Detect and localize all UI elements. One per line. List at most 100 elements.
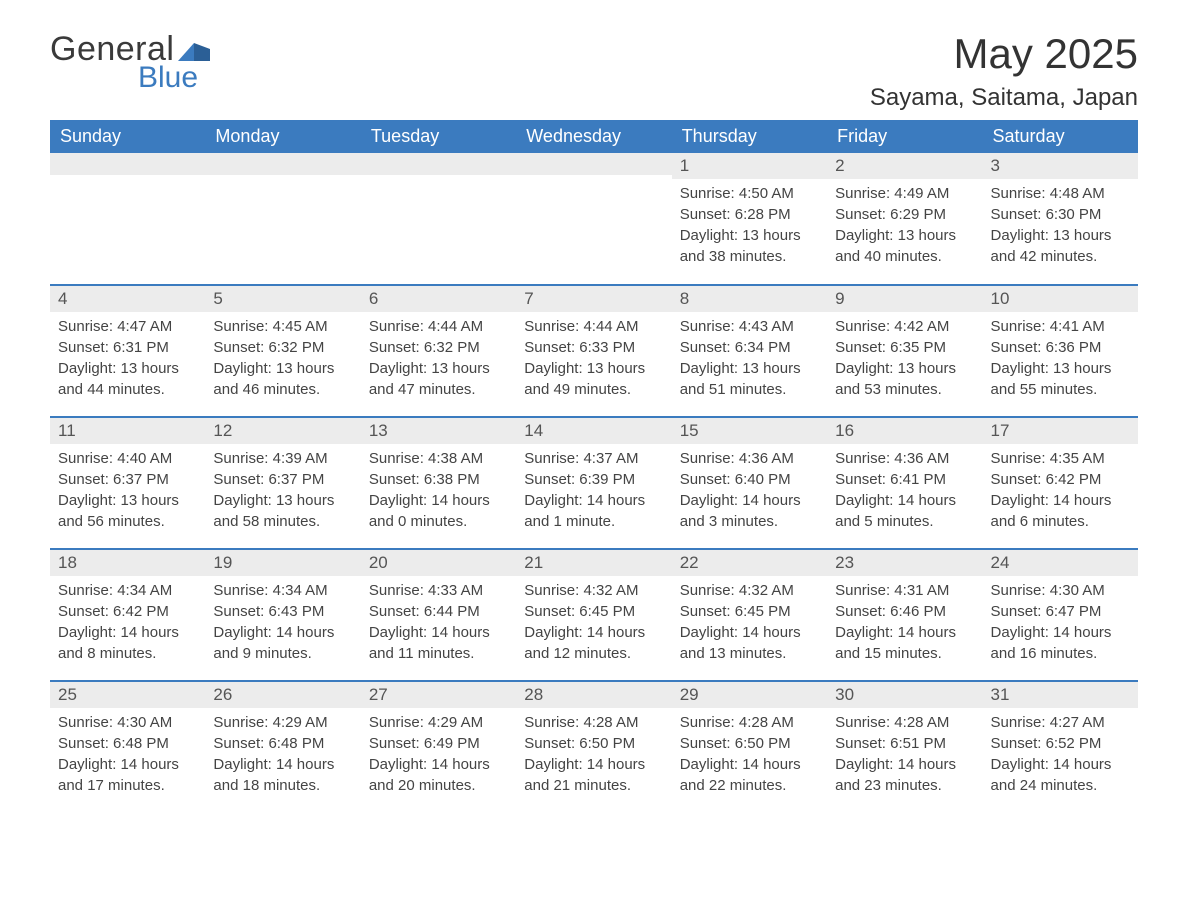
sunrise-text: Sunrise: 4:42 AM <box>835 316 974 337</box>
day-detail: Sunrise: 4:45 AMSunset: 6:32 PMDaylight:… <box>205 312 360 400</box>
calendar-cell: 5Sunrise: 4:45 AMSunset: 6:32 PMDaylight… <box>205 285 360 417</box>
daylight-text-1: Daylight: 13 hours <box>835 225 974 246</box>
day-number: 14 <box>516 418 671 444</box>
sunset-text: Sunset: 6:46 PM <box>835 601 974 622</box>
daylight-text-2: and 0 minutes. <box>369 511 508 532</box>
day-detail: Sunrise: 4:39 AMSunset: 6:37 PMDaylight:… <box>205 444 360 532</box>
daylight-text-1: Daylight: 14 hours <box>991 490 1130 511</box>
day-detail: Sunrise: 4:35 AMSunset: 6:42 PMDaylight:… <box>983 444 1138 532</box>
day-header-row: SundayMondayTuesdayWednesdayThursdayFrid… <box>50 120 1138 153</box>
day-detail: Sunrise: 4:43 AMSunset: 6:34 PMDaylight:… <box>672 312 827 400</box>
calendar-cell: 28Sunrise: 4:28 AMSunset: 6:50 PMDayligh… <box>516 681 671 813</box>
daylight-text-1: Daylight: 14 hours <box>835 622 974 643</box>
day-number: 11 <box>50 418 205 444</box>
day-detail: Sunrise: 4:42 AMSunset: 6:35 PMDaylight:… <box>827 312 982 400</box>
daylight-text-2: and 12 minutes. <box>524 643 663 664</box>
calendar-cell: 23Sunrise: 4:31 AMSunset: 6:46 PMDayligh… <box>827 549 982 681</box>
sunrise-text: Sunrise: 4:36 AM <box>835 448 974 469</box>
day-number: 22 <box>672 550 827 576</box>
day-number: 23 <box>827 550 982 576</box>
calendar-cell: 21Sunrise: 4:32 AMSunset: 6:45 PMDayligh… <box>516 549 671 681</box>
calendar-cell: 1 Sunrise: 4:50 AMSunset: 6:28 PMDaylight… <box>672 153 827 285</box>
day-detail: Sunrise: 4:44 AMSunset: 6:32 PMDaylight:… <box>361 312 516 400</box>
daylight-text-1: Daylight: 13 hours <box>58 490 197 511</box>
sunset-text: Sunset: 6:51 PM <box>835 733 974 754</box>
day-number: 1 <box>672 153 827 179</box>
daylight-text-1: Daylight: 14 hours <box>524 490 663 511</box>
calendar-cell: 17Sunrise: 4:35 AMSunset: 6:42 PMDayligh… <box>983 417 1138 549</box>
day-detail: Sunrise: 4:28 AMSunset: 6:51 PMDaylight:… <box>827 708 982 796</box>
day-detail: Sunrise: 4:38 AMSunset: 6:38 PMDaylight:… <box>361 444 516 532</box>
calendar-cell: 27Sunrise: 4:29 AMSunset: 6:49 PMDayligh… <box>361 681 516 813</box>
daylight-text-1: Daylight: 13 hours <box>991 358 1130 379</box>
day-detail: Sunrise: 4:34 AMSunset: 6:42 PMDaylight:… <box>50 576 205 664</box>
sunrise-text: Sunrise: 4:47 AM <box>58 316 197 337</box>
sunrise-text: Sunrise: 4:28 AM <box>835 712 974 733</box>
calendar-week: 18Sunrise: 4:34 AMSunset: 6:42 PMDayligh… <box>50 549 1138 681</box>
day-number: 28 <box>516 682 671 708</box>
day-header: Wednesday <box>516 120 671 153</box>
sunset-text: Sunset: 6:42 PM <box>991 469 1130 490</box>
daylight-text-1: Daylight: 13 hours <box>58 358 197 379</box>
daylight-text-2: and 58 minutes. <box>213 511 352 532</box>
sunset-text: Sunset: 6:41 PM <box>835 469 974 490</box>
daylight-text-2: and 1 minute. <box>524 511 663 532</box>
calendar-cell: 2Sunrise: 4:49 AMSunset: 6:29 PMDaylight… <box>827 153 982 285</box>
daylight-text-1: Daylight: 14 hours <box>369 490 508 511</box>
day-number: 8 <box>672 286 827 312</box>
daylight-text-1: Daylight: 13 hours <box>835 358 974 379</box>
daylight-text-2: and 47 minutes. <box>369 379 508 400</box>
daylight-text-2: and 15 minutes. <box>835 643 974 664</box>
daylight-text-1: Daylight: 14 hours <box>835 754 974 775</box>
sunrise-text: Sunrise: 4:50 AM <box>680 183 819 204</box>
logo-triangle-icon <box>178 39 210 61</box>
sunset-text: Sunset: 6:37 PM <box>213 469 352 490</box>
sunrise-text: Sunrise: 4:29 AM <box>213 712 352 733</box>
daylight-text-1: Daylight: 13 hours <box>680 225 819 246</box>
day-detail: Sunrise: 4:32 AMSunset: 6:45 PMDaylight:… <box>672 576 827 664</box>
sunrise-text: Sunrise: 4:33 AM <box>369 580 508 601</box>
day-number: 18 <box>50 550 205 576</box>
calendar-cell: 20Sunrise: 4:33 AMSunset: 6:44 PMDayligh… <box>361 549 516 681</box>
day-header: Saturday <box>983 120 1138 153</box>
daylight-text-2: and 18 minutes. <box>213 775 352 796</box>
calendar-cell: 6Sunrise: 4:44 AMSunset: 6:32 PMDaylight… <box>361 285 516 417</box>
calendar-cell: 29Sunrise: 4:28 AMSunset: 6:50 PMDayligh… <box>672 681 827 813</box>
sunset-text: Sunset: 6:48 PM <box>58 733 197 754</box>
sunrise-text: Sunrise: 4:31 AM <box>835 580 974 601</box>
calendar-cell: 11Sunrise: 4:40 AMSunset: 6:37 PMDayligh… <box>50 417 205 549</box>
day-number: 20 <box>361 550 516 576</box>
day-header: Friday <box>827 120 982 153</box>
day-number: 24 <box>983 550 1138 576</box>
sunrise-text: Sunrise: 4:44 AM <box>369 316 508 337</box>
calendar-cell: 7Sunrise: 4:44 AMSunset: 6:33 PMDaylight… <box>516 285 671 417</box>
day-detail: Sunrise: 4:29 AMSunset: 6:48 PMDaylight:… <box>205 708 360 796</box>
day-number: 27 <box>361 682 516 708</box>
daylight-text-1: Daylight: 13 hours <box>369 358 508 379</box>
day-number: 4 <box>50 286 205 312</box>
calendar-cell: 10Sunrise: 4:41 AMSunset: 6:36 PMDayligh… <box>983 285 1138 417</box>
daylight-text-2: and 22 minutes. <box>680 775 819 796</box>
day-number: 6 <box>361 286 516 312</box>
day-detail: Sunrise: 4:33 AMSunset: 6:44 PMDaylight:… <box>361 576 516 664</box>
day-detail: Sunrise: 4:29 AMSunset: 6:49 PMDaylight:… <box>361 708 516 796</box>
daylight-text-1: Daylight: 14 hours <box>524 622 663 643</box>
sunset-text: Sunset: 6:29 PM <box>835 204 974 225</box>
day-detail: Sunrise: 4:32 AMSunset: 6:45 PMDaylight:… <box>516 576 671 664</box>
sunset-text: Sunset: 6:28 PM <box>680 204 819 225</box>
daylight-text-2: and 46 minutes. <box>213 379 352 400</box>
calendar-cell: 31Sunrise: 4:27 AMSunset: 6:52 PMDayligh… <box>983 681 1138 813</box>
day-detail: Sunrise: 4:27 AMSunset: 6:52 PMDaylight:… <box>983 708 1138 796</box>
daylight-text-1: Daylight: 14 hours <box>213 754 352 775</box>
daylight-text-1: Daylight: 14 hours <box>680 622 819 643</box>
daylight-text-2: and 23 minutes. <box>835 775 974 796</box>
calendar-cell <box>50 153 205 285</box>
title-block: May 2025 Sayama, Saitama, Japan <box>870 30 1138 112</box>
day-detail: Sunrise: 4:31 AMSunset: 6:46 PMDaylight:… <box>827 576 982 664</box>
sunset-text: Sunset: 6:45 PM <box>524 601 663 622</box>
sunrise-text: Sunrise: 4:36 AM <box>680 448 819 469</box>
calendar-cell: 4Sunrise: 4:47 AMSunset: 6:31 PMDaylight… <box>50 285 205 417</box>
sunset-text: Sunset: 6:34 PM <box>680 337 819 358</box>
sunset-text: Sunset: 6:45 PM <box>680 601 819 622</box>
sunrise-text: Sunrise: 4:35 AM <box>991 448 1130 469</box>
